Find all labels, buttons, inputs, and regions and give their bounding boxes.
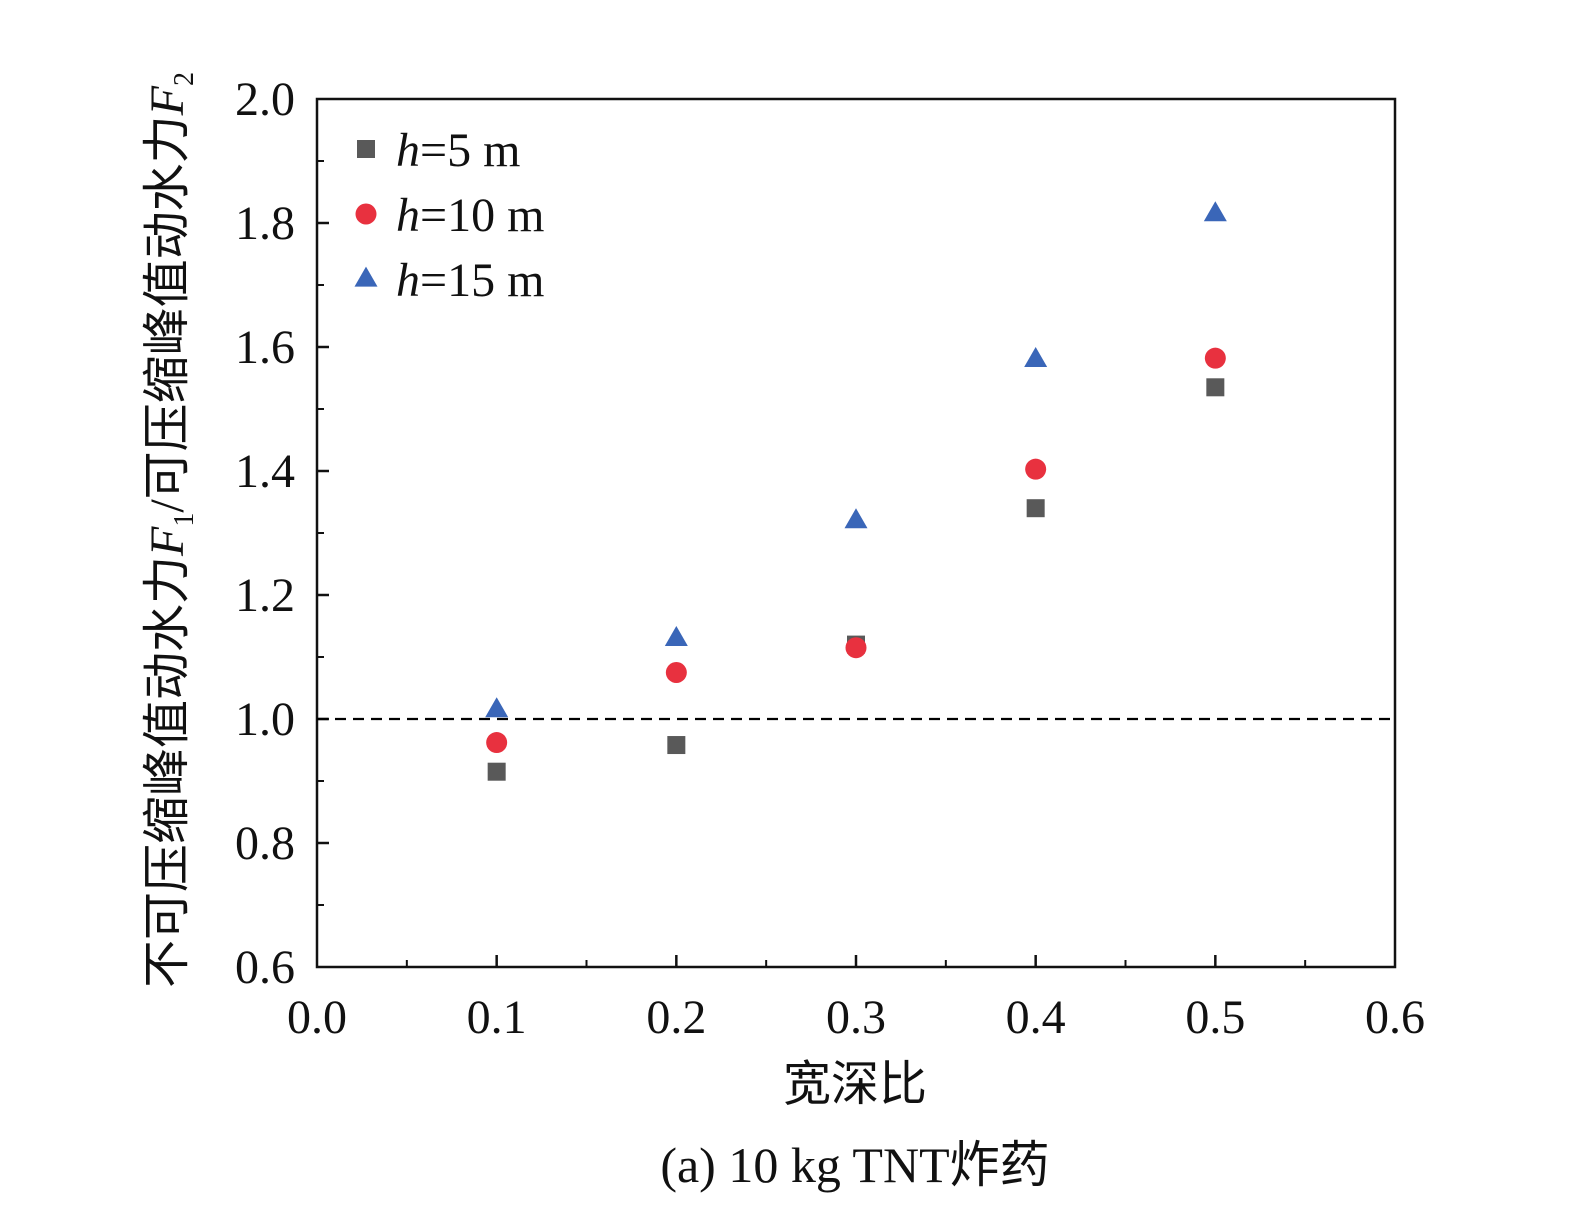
legend-label: h=15 m [396,254,544,307]
y-tick-label: 0.6 [235,941,295,994]
y-axis-label-sub1: 1 [169,513,200,527]
data-point-circle [845,637,867,659]
y-tick-label: 1.0 [235,693,295,746]
legend-marker-triangle [354,266,378,287]
x-tick-label: 0.2 [646,991,706,1044]
legend-label-variable: h [396,124,420,177]
axes: 0.0 0.1 0.2 0.3 0.4 0.5 0.6 0.6 0.8 1.0 1.2 1.4 1.6 1… [235,73,1425,1044]
legend-label-variable: h [396,254,420,307]
legend-label-value: =10 m [420,189,544,242]
y-tick-label: 1.2 [235,569,295,622]
y-tick-label: 2.0 [235,73,295,126]
x-tick-label: 0.4 [1006,991,1066,1044]
data-point-square [1026,499,1045,518]
data-point-square [487,762,506,781]
data-point-circle [486,732,508,754]
legend-label: h=10 m [396,189,544,242]
x-axis-label: 宽深比 [783,1058,927,1111]
axis-labels: 宽深比 (a) 10 kg TNT炸药 不可压缩峰值动水力F1/可压缩峰值动水力… [141,72,1050,1193]
data-point-circle [1204,347,1226,369]
data-point-square [667,736,686,755]
legend-label-value: =5 m [420,124,520,177]
legend-label-variable: h [396,189,420,242]
x-tick-label: 0.3 [826,991,886,1044]
data-point-circle [665,662,687,683]
y-tick-label: 1.6 [235,321,295,374]
y-axis-label: 不可压缩峰值动水力F1/可压缩峰值动水力F2 [141,72,200,988]
figure-caption: (a) 10 kg TNT炸药 [660,1137,1049,1193]
y-tick-label: 0.8 [235,817,295,870]
y-axis-label-middle: /可压缩峰值动水力 [141,115,194,512]
legend-marker-square [357,140,375,158]
y-tick-label: 1.4 [235,445,295,498]
data-point-triangle [844,508,868,529]
data-point-triangle [1024,346,1048,368]
data-points [485,201,1227,781]
y-axis-label-prefix: 不可压缩峰值动水力 [141,556,194,988]
x-tick-label: 0.6 [1365,991,1425,1044]
x-tick-label: 0.5 [1185,991,1245,1044]
data-point-triangle [485,697,509,718]
legend-label-value: =15 m [420,254,544,307]
y-tick-label: 1.8 [235,197,295,250]
data-point-circle [1025,458,1047,480]
legend-marker-circle [355,203,377,225]
data-point-triangle [664,625,688,647]
data-point-triangle [1203,201,1227,222]
legend-label: h=5 m [396,124,520,177]
y-axis-label-var1: F [141,526,194,557]
x-tick-label: 0.0 [287,991,347,1044]
y-axis-label-var2: F [141,85,194,116]
y-axis-label-sub2: 2 [169,72,200,86]
x-tick-label: 0.1 [467,991,527,1044]
legend: h=5 mh=10 mh=15 m [354,124,544,307]
data-point-square [1206,378,1225,397]
